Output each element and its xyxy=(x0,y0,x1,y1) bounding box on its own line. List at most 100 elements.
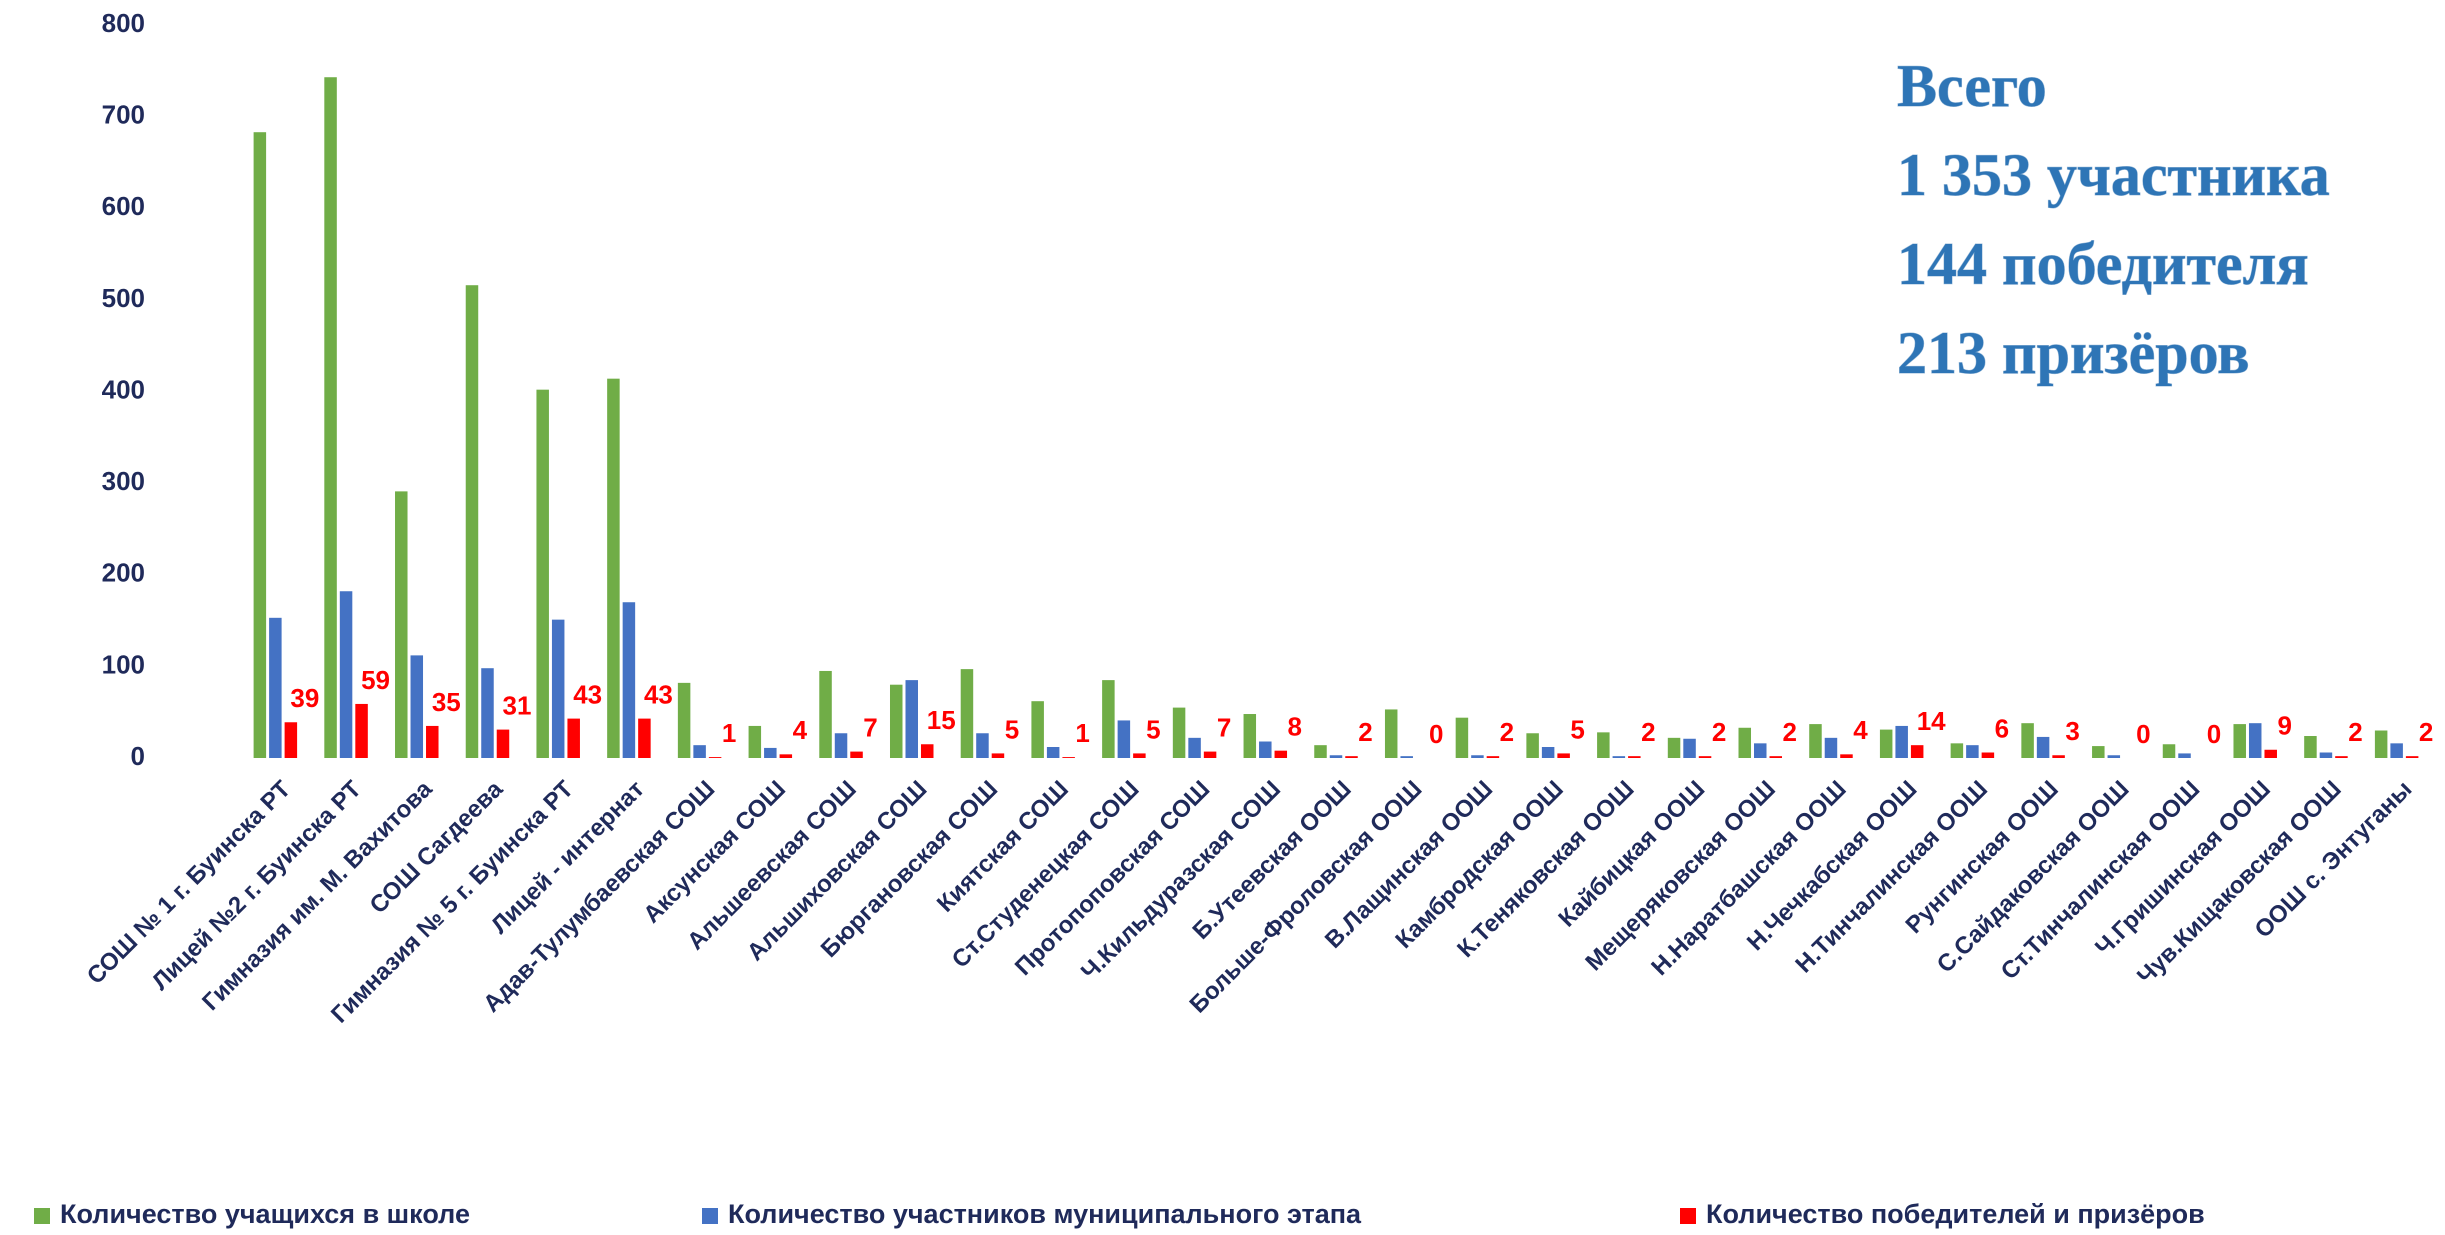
bar xyxy=(607,378,620,758)
bar xyxy=(1172,707,1186,758)
bar xyxy=(1910,745,1924,758)
bar xyxy=(1754,743,1767,758)
bar xyxy=(991,753,1005,758)
bar xyxy=(2107,755,2121,758)
bar xyxy=(2390,743,2403,758)
data-label: 15 xyxy=(927,705,956,735)
data-label: 43 xyxy=(644,679,673,709)
bar xyxy=(1683,738,1696,758)
bar xyxy=(2374,730,2388,758)
y-tick-label: 400 xyxy=(102,374,145,404)
data-label: 2 xyxy=(1500,717,1514,747)
bar xyxy=(2233,724,2246,758)
x-tick-label: Киятская СОШ xyxy=(932,776,1074,918)
bar xyxy=(395,491,408,758)
bar xyxy=(1824,737,1838,758)
data-label: 2 xyxy=(2419,717,2433,747)
bar xyxy=(1188,737,1201,758)
bar xyxy=(2405,756,2419,758)
bar xyxy=(1541,747,1555,758)
bar xyxy=(1102,680,1115,758)
bar xyxy=(339,591,353,758)
data-label: 4 xyxy=(1853,715,1868,745)
legend-swatch xyxy=(1680,1208,1696,1224)
legend-swatch xyxy=(34,1208,50,1224)
data-label: 2 xyxy=(1358,717,1372,747)
bar xyxy=(960,669,974,758)
y-tick-label: 500 xyxy=(102,283,145,313)
data-label: 0 xyxy=(2136,719,2150,749)
bar xyxy=(1526,733,1539,758)
bar xyxy=(1345,756,1358,758)
bar xyxy=(2162,744,2176,758)
data-label: 5 xyxy=(1005,714,1019,744)
data-label: 1 xyxy=(1075,718,1089,748)
annotation: 1 353 участника xyxy=(1897,142,2330,208)
bar xyxy=(2036,736,2050,758)
data-label: 2 xyxy=(2348,717,2362,747)
bar xyxy=(2304,736,2317,758)
bar xyxy=(677,682,691,758)
bar xyxy=(253,132,267,759)
bar xyxy=(622,602,636,758)
data-label: 1 xyxy=(722,718,736,748)
bar xyxy=(748,725,762,758)
bar xyxy=(976,733,989,758)
bar xyxy=(284,722,298,758)
bar xyxy=(1400,756,1413,758)
legend-label: Количество учащихся в школе xyxy=(60,1199,470,1229)
bar xyxy=(551,619,565,758)
annotation: 213 призёров xyxy=(1897,320,2250,386)
bar xyxy=(1471,755,1484,758)
data-label: 2 xyxy=(1783,717,1797,747)
data-label: 8 xyxy=(1288,712,1302,742)
data-label: 3 xyxy=(2065,716,2079,746)
bar xyxy=(1314,745,1327,758)
bar xyxy=(819,670,832,758)
bar xyxy=(1117,720,1131,758)
bar xyxy=(708,757,722,758)
bar xyxy=(1769,756,1783,758)
data-label: 5 xyxy=(1146,714,1160,744)
data-label: 39 xyxy=(290,683,319,713)
data-label: 0 xyxy=(1429,719,1443,749)
bar xyxy=(1809,724,1822,758)
bar xyxy=(1597,732,1610,758)
bar xyxy=(1329,755,1343,758)
data-label: 4 xyxy=(793,715,808,745)
bar xyxy=(1557,753,1570,758)
data-label: 31 xyxy=(503,690,532,720)
bar xyxy=(1031,701,1044,758)
data-label: 7 xyxy=(1217,712,1231,742)
bar xyxy=(638,718,651,758)
bar xyxy=(1259,741,1272,758)
bar xyxy=(2248,723,2262,758)
y-tick-label: 700 xyxy=(102,100,145,130)
legend-label: Количество победителей и призёров xyxy=(1706,1199,2205,1229)
bar xyxy=(1486,756,1500,758)
bar xyxy=(834,733,848,758)
data-label: 59 xyxy=(361,665,390,695)
bar xyxy=(2335,756,2348,758)
bar xyxy=(1133,753,1146,758)
bar xyxy=(2052,755,2065,758)
y-tick-label: 100 xyxy=(102,649,145,679)
data-label: 6 xyxy=(1995,713,2009,743)
bar xyxy=(779,754,793,758)
bar xyxy=(1384,709,1398,758)
bar xyxy=(1612,756,1626,758)
data-label: 14 xyxy=(1917,706,1946,736)
bar xyxy=(324,77,337,758)
legend-label: Количество участников муниципального эта… xyxy=(728,1199,1362,1229)
data-label: 9 xyxy=(2277,711,2291,741)
bar xyxy=(1243,714,1257,758)
bar xyxy=(1628,756,1641,758)
annotation: 144 победителя xyxy=(1897,231,2309,297)
bar xyxy=(496,729,510,758)
y-tick-label: 0 xyxy=(131,741,145,771)
bar xyxy=(2264,749,2277,758)
y-tick-label: 800 xyxy=(102,8,145,38)
bar xyxy=(481,668,494,758)
data-label: 35 xyxy=(432,687,461,717)
